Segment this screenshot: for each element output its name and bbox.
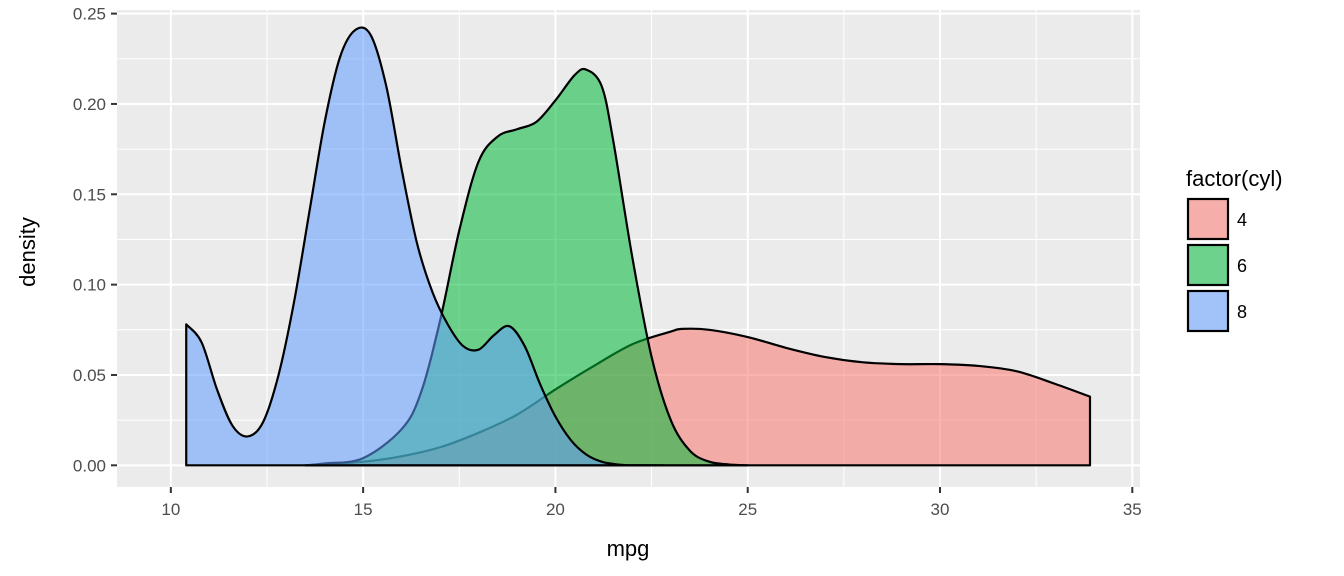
- x-axis: 10 15 20 25 30 35: [161, 487, 1142, 519]
- y-tick-label: 0.05: [73, 366, 106, 385]
- x-tick-label: 20: [546, 500, 565, 519]
- y-tick-label: 0.00: [73, 456, 106, 475]
- legend-label: 4: [1237, 210, 1247, 230]
- legend-label: 8: [1237, 302, 1247, 322]
- x-axis-title: mpg: [607, 536, 650, 561]
- x-tick-label: 10: [161, 500, 180, 519]
- y-tick-label: 0.25: [73, 5, 106, 24]
- density-areas: [185, 26, 1092, 467]
- legend-item-cyl-4: 4: [1186, 197, 1247, 241]
- y-tick-label: 0.10: [73, 276, 106, 295]
- y-axis: 0.00 0.05 0.10 0.15 0.20 0.25: [73, 5, 117, 475]
- x-tick-label: 25: [738, 500, 757, 519]
- x-tick-label: 15: [354, 500, 373, 519]
- legend: factor(cyl) 4 6 8: [1186, 166, 1283, 333]
- density-area-cyl-8: [185, 26, 665, 467]
- legend-item-cyl-8: 8: [1186, 289, 1247, 333]
- x-tick-label: 35: [1123, 500, 1142, 519]
- x-tick-label: 30: [931, 500, 950, 519]
- legend-swatch: [1186, 289, 1230, 333]
- legend-item-cyl-6: 6: [1186, 243, 1247, 287]
- legend-items: 4 6 8: [1186, 197, 1247, 333]
- legend-label: 6: [1237, 256, 1247, 276]
- legend-swatch: [1186, 243, 1230, 287]
- y-tick-label: 0.20: [73, 95, 106, 114]
- legend-title: factor(cyl): [1186, 166, 1283, 191]
- y-tick-label: 0.15: [73, 185, 106, 204]
- legend-swatch: [1186, 197, 1230, 241]
- y-axis-title: density: [15, 217, 40, 287]
